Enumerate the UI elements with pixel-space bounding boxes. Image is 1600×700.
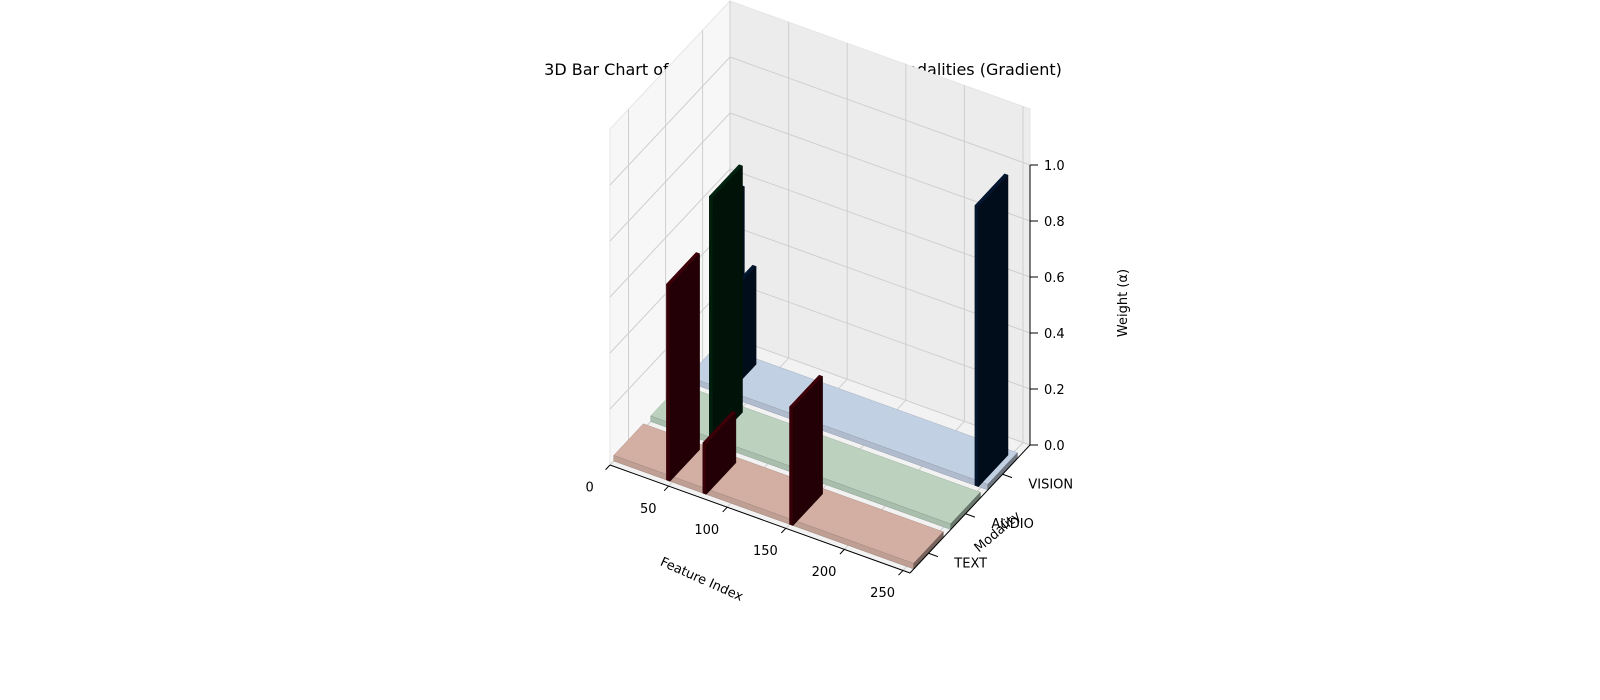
bar-audio bbox=[708, 164, 743, 445]
x-axis-line bbox=[609, 464, 911, 574]
z-tick-label: 0.4 bbox=[1044, 327, 1065, 342]
bar-side-face bbox=[669, 253, 700, 482]
x-tick-label: 0 bbox=[585, 481, 593, 496]
bar-text bbox=[789, 374, 824, 527]
x-tick-mark bbox=[663, 485, 669, 492]
bar-front-face bbox=[974, 205, 979, 488]
x-tick-mark bbox=[898, 570, 904, 576]
y-tick-mark bbox=[965, 513, 976, 518]
x-tick-label: 50 bbox=[640, 502, 657, 517]
axes-group: 0 50 100 150 200 250 TEXT AUDIO VISION 0.0 0.2 0.4 0… bbox=[585, 159, 1073, 601]
x-tick-mark bbox=[605, 464, 611, 471]
bar-side-face bbox=[712, 165, 743, 445]
z-tick-label: 0.6 bbox=[1044, 271, 1065, 286]
y-axis-label: Modality bbox=[972, 509, 1024, 556]
z-tick-label: 0.0 bbox=[1044, 439, 1065, 454]
bar-vision bbox=[687, 344, 1018, 491]
z-tick-label: 0.8 bbox=[1044, 215, 1065, 230]
z-tick-label: 1.0 bbox=[1044, 159, 1065, 174]
x-tick-mark bbox=[722, 506, 728, 513]
y-tick-label: TEXT bbox=[953, 557, 987, 572]
bar-side-face bbox=[792, 375, 823, 527]
y-tick-mark bbox=[1002, 473, 1013, 479]
y-axis-line bbox=[909, 444, 1031, 574]
z-grid-line bbox=[609, 56, 1031, 186]
bar-front-face bbox=[702, 442, 707, 495]
bar-text bbox=[702, 410, 737, 496]
x-tick-label: 250 bbox=[870, 586, 895, 601]
bar-front-face bbox=[709, 195, 714, 445]
bar-side-face bbox=[978, 174, 1009, 488]
bar-front-face bbox=[666, 283, 671, 482]
z-grid-line bbox=[609, 112, 1031, 242]
bars-group bbox=[613, 164, 1018, 570]
z-tick-label: 0.2 bbox=[1044, 383, 1065, 398]
x-tick-mark bbox=[780, 527, 787, 534]
y-tick-mark bbox=[928, 552, 939, 558]
z-grid-line bbox=[609, 168, 1031, 298]
x-axis-label: Feature Index bbox=[658, 555, 746, 605]
bar-text bbox=[613, 423, 944, 570]
bar-vision bbox=[974, 173, 1009, 488]
bar-side-face bbox=[706, 411, 737, 496]
x-tick-label: 200 bbox=[812, 565, 837, 580]
x-tick-mark bbox=[839, 549, 845, 555]
y-tick-label: AUDIO bbox=[991, 517, 1034, 532]
bar-front-face bbox=[789, 406, 794, 526]
x-tick-label: 100 bbox=[694, 523, 719, 538]
x-tick-label: 150 bbox=[753, 544, 778, 559]
z-axis-label: Weight (α) bbox=[1116, 269, 1131, 337]
y-tick-label: VISION bbox=[1028, 478, 1073, 493]
bar-text bbox=[665, 252, 701, 482]
